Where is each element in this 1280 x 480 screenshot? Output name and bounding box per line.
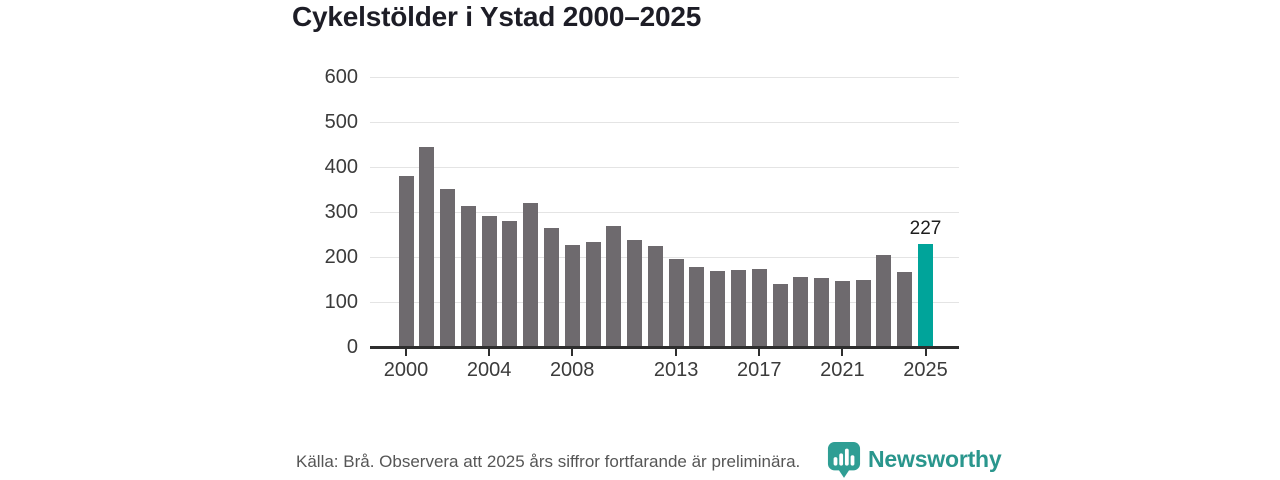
x-axis-line [370,346,959,349]
bar-2024[interactable] [897,271,913,346]
y-tick-label-500: 500 [324,111,358,133]
x-tick-label-2008: 2008 [549,359,595,381]
bar-2002[interactable] [440,189,456,346]
y-tick-label-600: 600 [324,66,358,88]
bar-2013[interactable] [668,258,684,346]
bar-2022[interactable] [855,280,871,346]
bar-2025[interactable] [918,243,933,346]
x-tick-2017 [758,348,761,356]
gridline-200 [370,257,959,258]
y-tick-label-200: 200 [324,246,358,268]
x-tick-2025 [924,348,927,356]
plot-area [370,77,959,349]
x-tick-2004 [488,348,491,356]
newsworthy-logo[interactable]: Newsworthy [827,441,1002,478]
bar-2010[interactable] [606,225,622,346]
bar-2011[interactable] [627,239,643,346]
x-tick-label-2004: 2004 [466,359,512,381]
x-tick-2021 [841,348,844,356]
x-tick-label-2017: 2017 [737,359,782,381]
x-tick-label-2021: 2021 [820,359,865,381]
gridline-300 [370,212,959,213]
gridline-600 [370,77,959,78]
bar-2009[interactable] [585,241,601,346]
source-note: Källa: Brå. Observera att 2025 års siffr… [296,452,801,471]
x-tick-label-2025: 2025 [903,359,948,381]
x-tick-2000 [405,348,407,356]
x-tick-2013 [675,348,678,356]
bar-2006[interactable] [523,203,539,346]
highlight-value-label: 227 [909,217,942,239]
y-tick-label-100: 100 [324,291,358,313]
y-tick-label-0: 0 [346,336,358,358]
bar-2004[interactable] [481,216,497,346]
x-tick-label-2013: 2013 [653,359,699,381]
bar-2015[interactable] [710,271,726,346]
bar-2008[interactable] [564,244,580,346]
gridline-400 [370,167,959,168]
y-tick-label-400: 400 [324,156,358,178]
y-tick-label-300: 300 [324,201,358,223]
bar-2023[interactable] [876,254,892,346]
bar-2012[interactable] [647,245,663,346]
chart-title: Cykelstölder i Ystad 2000–2025 [292,1,702,32]
bar-2021[interactable] [834,281,850,346]
bar-2016[interactable] [731,270,746,346]
bar-2018[interactable] [772,284,788,346]
x-tick-label-2000: 2000 [383,359,429,381]
bar-2017[interactable] [751,268,767,346]
newsworthy-wordmark: Newsworthy [868,446,1002,472]
bar-2000[interactable] [398,176,414,346]
bar-2007[interactable] [544,227,559,346]
gridline-100 [370,302,959,303]
newsworthy-pin-barchart-icon [827,441,861,478]
bar-2014[interactable] [689,267,705,346]
gridline-500 [370,122,959,123]
bar-2019[interactable] [793,276,809,346]
bar-2001[interactable] [419,146,435,346]
bar-2020[interactable] [814,277,830,346]
bar-2003[interactable] [460,206,476,346]
x-tick-2008 [571,348,574,356]
bar-2005[interactable] [502,221,518,346]
